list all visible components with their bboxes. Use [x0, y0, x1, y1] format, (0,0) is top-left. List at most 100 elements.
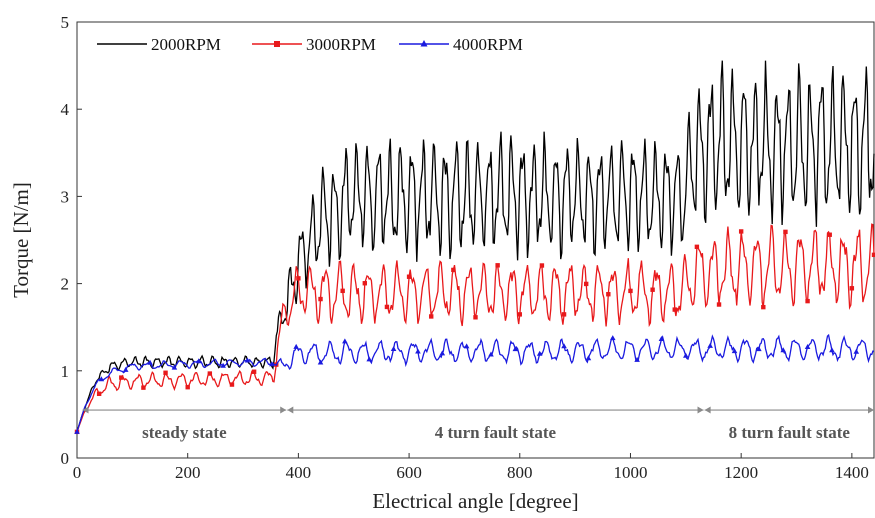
- x-axis-title: Electrical angle [degree]: [372, 489, 578, 513]
- series-point: [495, 263, 500, 268]
- series-point: [362, 281, 368, 286]
- series-line: [76, 223, 875, 433]
- plot-area: steady state 4 turn fault state 8 turn fau…: [74, 21, 875, 459]
- series-point: [488, 351, 494, 357]
- series-point: [269, 361, 275, 367]
- region-1: steady state: [82, 406, 287, 442]
- series-point: [96, 391, 102, 396]
- region-arrow-head-right: [697, 406, 704, 414]
- series-point: [473, 315, 478, 320]
- series-point: [512, 346, 519, 352]
- series-point: [384, 304, 390, 310]
- series-point: [716, 302, 722, 307]
- series-point: [606, 292, 611, 297]
- series-point: [185, 384, 190, 390]
- legend-label: 2000RPM: [151, 35, 221, 54]
- region-arrow-head-left: [82, 406, 89, 414]
- legend-item-4000rpm: 4000RPM: [399, 35, 523, 54]
- series-point: [650, 287, 655, 292]
- series-point: [585, 355, 592, 361]
- series-point: [98, 376, 105, 382]
- x-tick-label: 400: [286, 463, 312, 482]
- series-point: [163, 370, 168, 375]
- y-tick-label: 3: [61, 187, 70, 206]
- series-point: [429, 314, 434, 319]
- region-label: 8 turn fault state: [729, 423, 851, 442]
- region-arrow-head-right: [280, 406, 287, 414]
- series-point: [849, 286, 855, 291]
- y-tick-label: 2: [61, 275, 70, 294]
- y-tick-label: 5: [61, 13, 70, 32]
- legend-item-2000rpm: 2000RPM: [97, 35, 221, 54]
- x-tick-label: 1200: [724, 463, 758, 482]
- series-point: [293, 343, 299, 349]
- series-point: [147, 359, 153, 365]
- series-point: [366, 356, 373, 362]
- series-point: [761, 304, 766, 310]
- x-tick-label: 1400: [835, 463, 869, 482]
- x-tick-label: 600: [396, 463, 422, 482]
- series-point: [738, 229, 744, 234]
- series-4000rpm: [74, 333, 875, 434]
- series-point: [229, 382, 235, 387]
- region-label: steady state: [142, 423, 227, 442]
- series-point: [804, 343, 811, 349]
- region-label: 4 turn fault state: [435, 423, 557, 442]
- legend-marker: [274, 41, 280, 47]
- series-point: [463, 343, 470, 349]
- series-point: [731, 348, 738, 354]
- region-arrow-head-left: [704, 406, 711, 414]
- series-point: [415, 348, 421, 354]
- series-point: [694, 244, 700, 250]
- series-point: [539, 263, 545, 268]
- x-tick-label: 0: [73, 463, 82, 482]
- series-point: [561, 312, 567, 317]
- series-point: [827, 232, 832, 237]
- y-tick-label: 0: [61, 449, 70, 468]
- series-point: [406, 274, 412, 279]
- region-arrow-head-right: [868, 406, 874, 414]
- plot-frame: [76, 21, 875, 459]
- series-point: [195, 358, 202, 364]
- series-point: [317, 359, 324, 365]
- series-point: [536, 350, 543, 356]
- region-3: 8 turn fault state: [704, 406, 874, 442]
- series-point: [119, 375, 124, 380]
- series-point: [783, 229, 788, 235]
- series-point: [451, 267, 456, 273]
- legend-label: 4000RPM: [453, 35, 523, 54]
- series-point: [171, 364, 178, 370]
- series-point: [853, 348, 860, 354]
- series-point: [609, 335, 616, 341]
- series-point: [707, 342, 713, 348]
- region-annotations: steady state 4 turn fault state 8 turn fau…: [82, 406, 874, 442]
- series-point: [756, 346, 762, 352]
- series-point: [251, 369, 257, 374]
- series-line: [76, 333, 875, 432]
- legend-label: 3000RPM: [306, 35, 376, 54]
- x-tick-label: 800: [507, 463, 533, 482]
- series-point: [122, 366, 129, 372]
- series-3000rpm: [74, 223, 875, 435]
- y-tick-label: 1: [61, 362, 70, 381]
- series-point: [439, 350, 446, 356]
- series-point: [141, 385, 146, 390]
- series-point: [74, 428, 80, 434]
- series-point: [220, 362, 226, 368]
- series-point: [207, 371, 213, 376]
- series-point: [805, 298, 810, 304]
- series-point: [780, 347, 787, 353]
- y-axis: 0 1 2 3 4 5: [61, 13, 82, 468]
- x-tick-label: 200: [175, 463, 201, 482]
- series-point: [634, 356, 640, 362]
- series-point: [658, 336, 665, 342]
- series-point: [583, 281, 589, 287]
- series-point: [672, 307, 677, 312]
- legend-item-3000rpm: 3000RPM: [252, 35, 376, 54]
- region-arrow-head-left: [287, 406, 294, 414]
- legend-marker: [420, 40, 428, 47]
- x-tick-label: 1000: [613, 463, 647, 482]
- x-axis: 0 200 400 600 800 1000 1200 1400: [73, 453, 869, 482]
- series-point: [628, 288, 633, 294]
